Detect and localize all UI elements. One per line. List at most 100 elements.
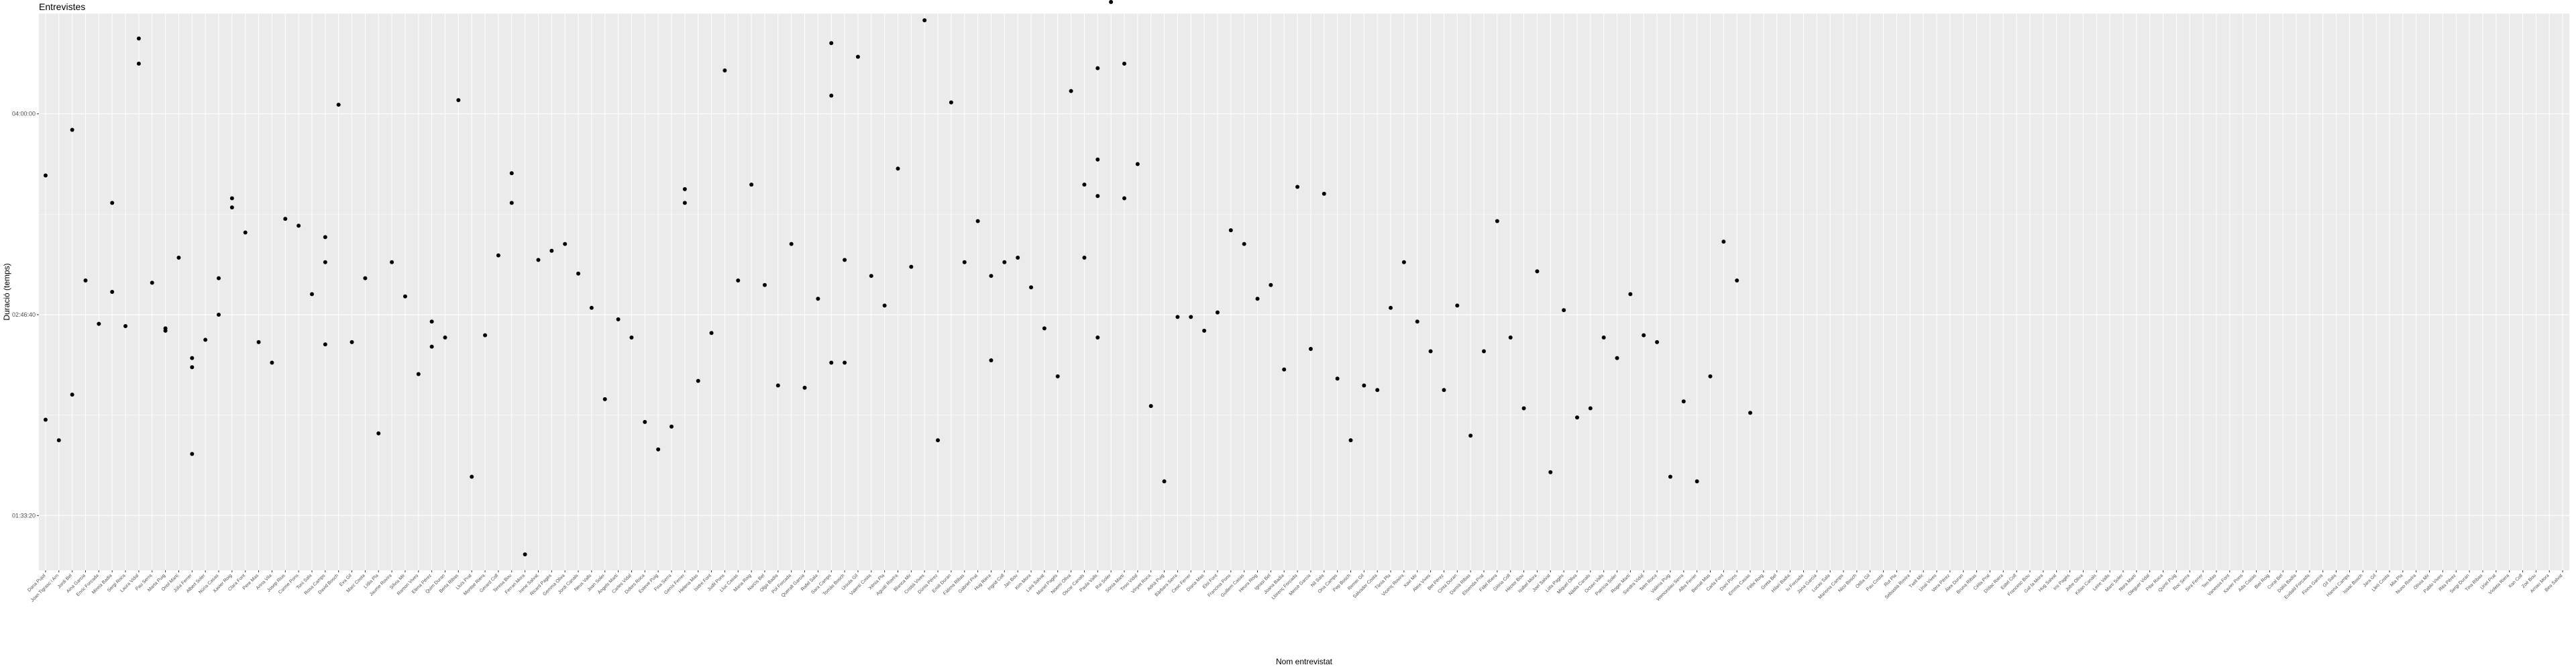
data-point bbox=[190, 356, 195, 360]
data-point bbox=[1521, 406, 1526, 411]
data-point bbox=[1468, 433, 1473, 438]
data-point bbox=[56, 438, 61, 443]
data-point bbox=[416, 372, 421, 376]
data-point bbox=[1215, 310, 1220, 315]
data-point bbox=[1708, 374, 1713, 378]
data-point bbox=[1122, 196, 1126, 201]
data-point bbox=[829, 360, 834, 365]
data-point bbox=[1055, 374, 1060, 378]
data-point bbox=[1082, 255, 1087, 260]
data-point bbox=[1242, 242, 1246, 246]
data-point bbox=[336, 103, 341, 107]
data-point bbox=[843, 360, 847, 365]
data-point bbox=[896, 166, 900, 171]
data-point bbox=[1095, 336, 1100, 340]
data-point bbox=[989, 274, 994, 278]
data-point bbox=[709, 331, 714, 336]
data-point bbox=[1588, 406, 1593, 411]
x-axis-title: Nom entrevistat bbox=[1276, 657, 1333, 666]
data-point bbox=[190, 452, 195, 456]
data-point bbox=[1482, 349, 1487, 354]
grid-lines bbox=[39, 13, 2569, 570]
data-point bbox=[97, 321, 101, 326]
data-point bbox=[829, 41, 834, 46]
data-point bbox=[949, 100, 953, 105]
data-point bbox=[1029, 285, 1034, 290]
data-point bbox=[629, 336, 634, 340]
data-point bbox=[217, 313, 221, 317]
plot-panel bbox=[39, 13, 2569, 570]
data-point bbox=[843, 258, 847, 262]
y-axis: 01:33:20 02:46:40 04:00:00 bbox=[12, 111, 39, 519]
data-point bbox=[1535, 269, 1540, 274]
data-point bbox=[323, 235, 327, 240]
data-point bbox=[1069, 89, 1073, 93]
data-point bbox=[110, 290, 115, 294]
data-point bbox=[1175, 315, 1180, 319]
data-point bbox=[1202, 328, 1207, 333]
x-tick-label: Guillem Casas bbox=[1220, 573, 1245, 598]
data-point bbox=[962, 260, 967, 264]
data-point bbox=[1322, 191, 1326, 196]
data-point bbox=[816, 297, 820, 301]
data-point bbox=[1228, 228, 1233, 233]
data-point bbox=[1375, 388, 1380, 393]
data-point bbox=[589, 305, 594, 310]
data-point bbox=[1495, 219, 1499, 223]
data-point bbox=[229, 196, 234, 201]
data-points bbox=[43, 0, 1753, 557]
data-point bbox=[1642, 333, 1646, 338]
data-point bbox=[1282, 367, 1287, 372]
data-point bbox=[1655, 340, 1660, 344]
data-point bbox=[443, 336, 447, 340]
data-point bbox=[323, 342, 327, 347]
data-point bbox=[616, 317, 621, 321]
data-point bbox=[1681, 399, 1686, 404]
data-point bbox=[775, 383, 780, 388]
data-point bbox=[1735, 278, 1739, 282]
data-point bbox=[1308, 347, 1313, 352]
data-point bbox=[83, 278, 88, 282]
data-point bbox=[882, 303, 887, 308]
data-point bbox=[602, 397, 607, 401]
data-point bbox=[696, 378, 700, 383]
data-point bbox=[682, 187, 687, 191]
data-point bbox=[1095, 157, 1100, 162]
data-point bbox=[1348, 438, 1353, 443]
data-point bbox=[1189, 315, 1193, 319]
data-point bbox=[989, 358, 994, 363]
data-point bbox=[283, 217, 288, 221]
x-tick-label: Sebastià Rovira bbox=[1884, 573, 1911, 600]
data-point bbox=[509, 171, 514, 176]
data-point bbox=[669, 424, 674, 429]
data-point bbox=[376, 431, 381, 435]
data-point bbox=[243, 230, 248, 235]
data-point bbox=[270, 360, 274, 365]
data-point bbox=[1162, 479, 1167, 484]
data-point bbox=[363, 276, 368, 280]
data-point bbox=[523, 552, 527, 557]
data-point bbox=[1401, 260, 1406, 264]
data-point bbox=[975, 219, 980, 223]
data-point bbox=[656, 447, 661, 452]
data-point bbox=[922, 18, 927, 23]
data-point bbox=[1148, 404, 1153, 409]
data-point bbox=[829, 93, 834, 98]
data-point bbox=[70, 393, 74, 397]
data-point bbox=[869, 274, 873, 278]
data-point bbox=[1455, 303, 1460, 308]
data-point bbox=[1601, 336, 1606, 340]
data-point bbox=[936, 438, 941, 443]
data-point bbox=[1335, 376, 1340, 381]
data-point bbox=[1721, 240, 1726, 244]
data-point bbox=[909, 264, 914, 269]
data-point bbox=[163, 328, 168, 333]
data-point bbox=[496, 253, 500, 258]
data-point bbox=[1135, 162, 1140, 166]
data-point bbox=[43, 173, 48, 178]
data-point bbox=[309, 292, 314, 297]
data-point bbox=[1574, 415, 1579, 420]
data-point bbox=[855, 54, 860, 59]
data-point bbox=[1082, 183, 1087, 187]
